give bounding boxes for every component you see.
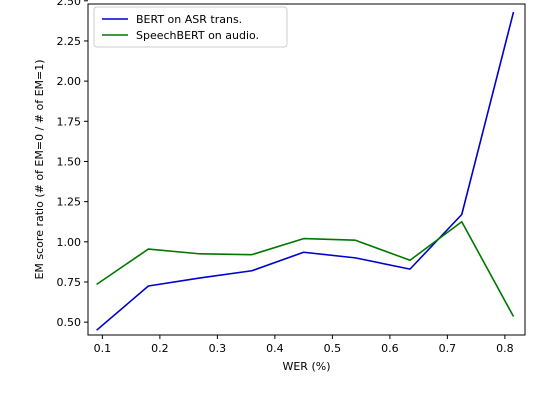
legend-label-2: SpeechBERT on audio. xyxy=(136,29,259,42)
y-axis-label: EM score ratio (# of EM=0 / # of EM=1) xyxy=(33,59,46,279)
series-line-2 xyxy=(96,220,515,317)
y-tick-label: 2.25 xyxy=(57,35,82,48)
x-tick-label: 0.3 xyxy=(209,342,227,355)
legend-box xyxy=(93,6,288,48)
y-axis-ticks: 0.50 0.75 1.00 1.25 1.50 1.75 2.00 2.25 2.50 xyxy=(57,0,88,329)
axes-frame xyxy=(87,3,526,336)
x-tick-label: 0.4 xyxy=(266,342,284,355)
y-tick-label: 1.25 xyxy=(57,196,82,209)
y-tick-label: 1.75 xyxy=(57,115,82,128)
legend: BERT on ASR trans. SpeechBERT on audio. xyxy=(93,6,288,48)
x-axis-ticks: 0.1 0.2 0.3 0.4 0.5 0.6 0.7 0.8 xyxy=(94,335,514,355)
plot-area xyxy=(96,11,515,331)
y-tick-label: 0.75 xyxy=(57,276,82,289)
x-axis-label: WER (%) xyxy=(282,360,330,373)
legend-label-1: BERT on ASR trans. xyxy=(136,13,242,26)
x-tick-label: 0.1 xyxy=(94,342,112,355)
x-tick-label: 0.2 xyxy=(151,342,169,355)
y-tick-label: 1.50 xyxy=(57,155,82,168)
x-tick-label: 0.5 xyxy=(324,342,342,355)
x-tick-label: 0.7 xyxy=(439,342,457,355)
y-tick-label: 2.50 xyxy=(57,0,82,8)
x-tick-label: 0.6 xyxy=(381,342,399,355)
x-tick-label: 0.8 xyxy=(496,342,514,355)
y-tick-label: 0.50 xyxy=(57,316,82,329)
series-line-1 xyxy=(96,11,515,331)
y-tick-label: 1.00 xyxy=(57,236,82,249)
y-tick-label: 2.00 xyxy=(57,75,82,88)
